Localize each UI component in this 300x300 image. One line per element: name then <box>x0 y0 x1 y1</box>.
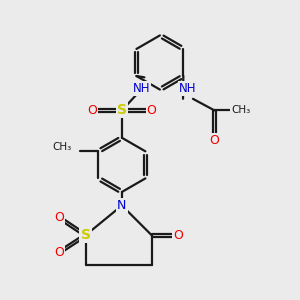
Text: NH: NH <box>179 82 197 95</box>
Text: O: O <box>87 104 97 117</box>
Text: O: O <box>54 246 64 259</box>
Text: O: O <box>54 211 64 224</box>
Text: O: O <box>147 104 157 117</box>
Text: S: S <box>117 103 127 117</box>
Text: N: N <box>117 199 127 212</box>
Text: NH: NH <box>133 82 151 95</box>
Text: O: O <box>173 229 183 242</box>
Text: S: S <box>81 228 91 242</box>
Text: CH₃: CH₃ <box>53 142 72 152</box>
Text: CH₃: CH₃ <box>231 105 250 116</box>
Text: O: O <box>209 134 219 147</box>
